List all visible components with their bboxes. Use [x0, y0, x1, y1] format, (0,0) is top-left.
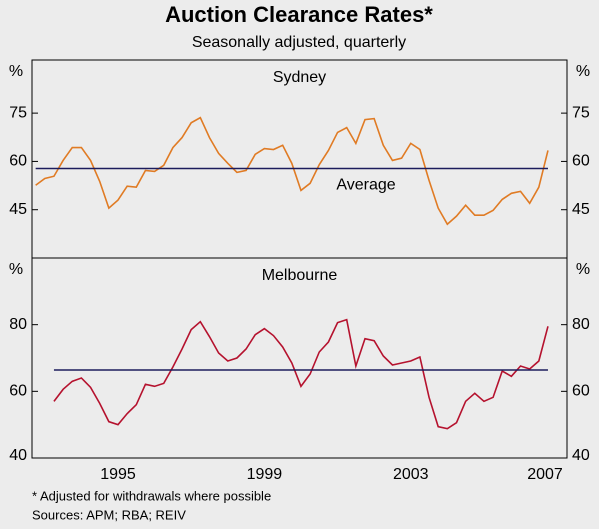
y-tick-label: 75 [572, 104, 590, 121]
y-unit: % [9, 261, 23, 278]
y-tick-label: 60 [572, 153, 590, 170]
y-unit: % [9, 63, 23, 80]
x-tick-label: 2007 [527, 466, 563, 483]
y-tick-label: 60 [9, 383, 27, 400]
sources: Sources: APM; RBA; REIV [32, 507, 186, 522]
data-line [35, 116, 549, 226]
chart-title: Auction Clearance Rates* [165, 2, 433, 27]
y-tick-label: 75 [9, 104, 27, 121]
x-tick-label: 2003 [393, 466, 429, 483]
data-line [53, 318, 549, 430]
footnote: * Adjusted for withdrawals where possibl… [32, 488, 271, 503]
panel-title: Melbourne [262, 267, 338, 284]
x-tick-label: 1995 [100, 466, 136, 483]
y-tick-label: 40 [572, 447, 590, 464]
y-unit: % [576, 63, 590, 80]
y-tick-label: 60 [9, 153, 27, 170]
y-tick-label: 80 [9, 316, 27, 333]
x-tick-label: 1999 [247, 466, 283, 483]
y-unit: % [576, 261, 590, 278]
plot-area [31, 59, 568, 259]
y-tick-label: 80 [572, 316, 590, 333]
chart-subtitle: Seasonally adjusted, quarterly [192, 34, 406, 51]
y-tick-label: 45 [572, 201, 590, 218]
average-label: Average [336, 177, 395, 194]
y-tick-label: 45 [9, 201, 27, 218]
y-tick-label: 40 [9, 447, 27, 464]
panel-title: Sydney [273, 69, 326, 86]
y-tick-label: 60 [572, 383, 590, 400]
plot-area [31, 257, 568, 459]
